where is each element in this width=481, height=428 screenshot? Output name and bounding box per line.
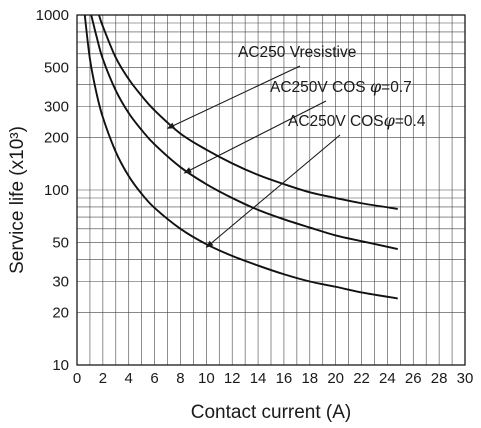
y-tick-label: 500 [44,60,69,77]
x-tick-label: 10 [198,370,215,387]
x-tick-label: 0 [73,370,81,387]
series-label-part: φ [384,111,396,130]
series-label-part: φ [370,77,382,96]
series-lines [83,14,398,300]
y-tick-label: 30 [52,274,69,291]
series-label-part: resistive [299,44,356,61]
series-label-2: AC250V COSφ=0.4 [288,111,426,130]
series-label-part: AC250 V [238,44,301,61]
series-label-part: AC250V COS [270,79,370,96]
plot-frame [76,14,466,366]
series-line-0 [98,14,398,210]
x-tick-label: 22 [353,370,370,387]
x-axis-title: Contact current (A) [191,402,352,423]
series-label-0: AC250 Vresistive [238,44,356,61]
x-tick-label: 12 [224,370,241,387]
x-tick-label: 14 [250,370,267,387]
series-line-1 [90,14,398,250]
y-tick-label: 200 [44,129,69,146]
series-label-part: AC250V COS [288,113,384,130]
y-tick-label: 100 [44,182,69,199]
x-tick-label: 16 [276,370,293,387]
grid [77,15,465,365]
x-tick-label: 30 [457,370,474,387]
x-tick-label: 18 [301,370,318,387]
x-tick-label: 28 [431,370,448,387]
y-tick-label: 300 [44,99,69,116]
x-tick-labels: 0 2 4 6 8 10 12 14 16 18 20 22 24 26 28 30 [73,370,474,387]
y-tick-label: 10 [52,357,69,374]
x-tick-label: 6 [150,370,158,387]
annotation-arrow-1 [183,100,327,174]
y-tick-label: 1000 [36,7,69,24]
y-tick-label: 20 [52,304,69,321]
annotation-arrow-0 [166,65,301,129]
annotation-arrow-2 [205,134,341,248]
series-label-1: AC250V COS φ=0.7 [270,77,412,96]
x-tick-label: 4 [125,370,133,387]
series-label-part: =0.4 [395,113,426,130]
y-tick-labels: 10 20 30 50 100 200 300 500 1000 [36,7,69,374]
y-tick-label: 50 [52,235,69,252]
y-axis-title: Service life (x10³) [7,126,28,274]
x-tick-label: 26 [405,370,422,387]
series-line-2 [83,14,398,300]
series-label-part: =0.7 [381,79,412,96]
x-tick-label: 24 [379,370,396,387]
x-tick-label: 8 [176,370,184,387]
x-tick-label: 20 [327,370,344,387]
x-tick-label: 2 [99,370,107,387]
